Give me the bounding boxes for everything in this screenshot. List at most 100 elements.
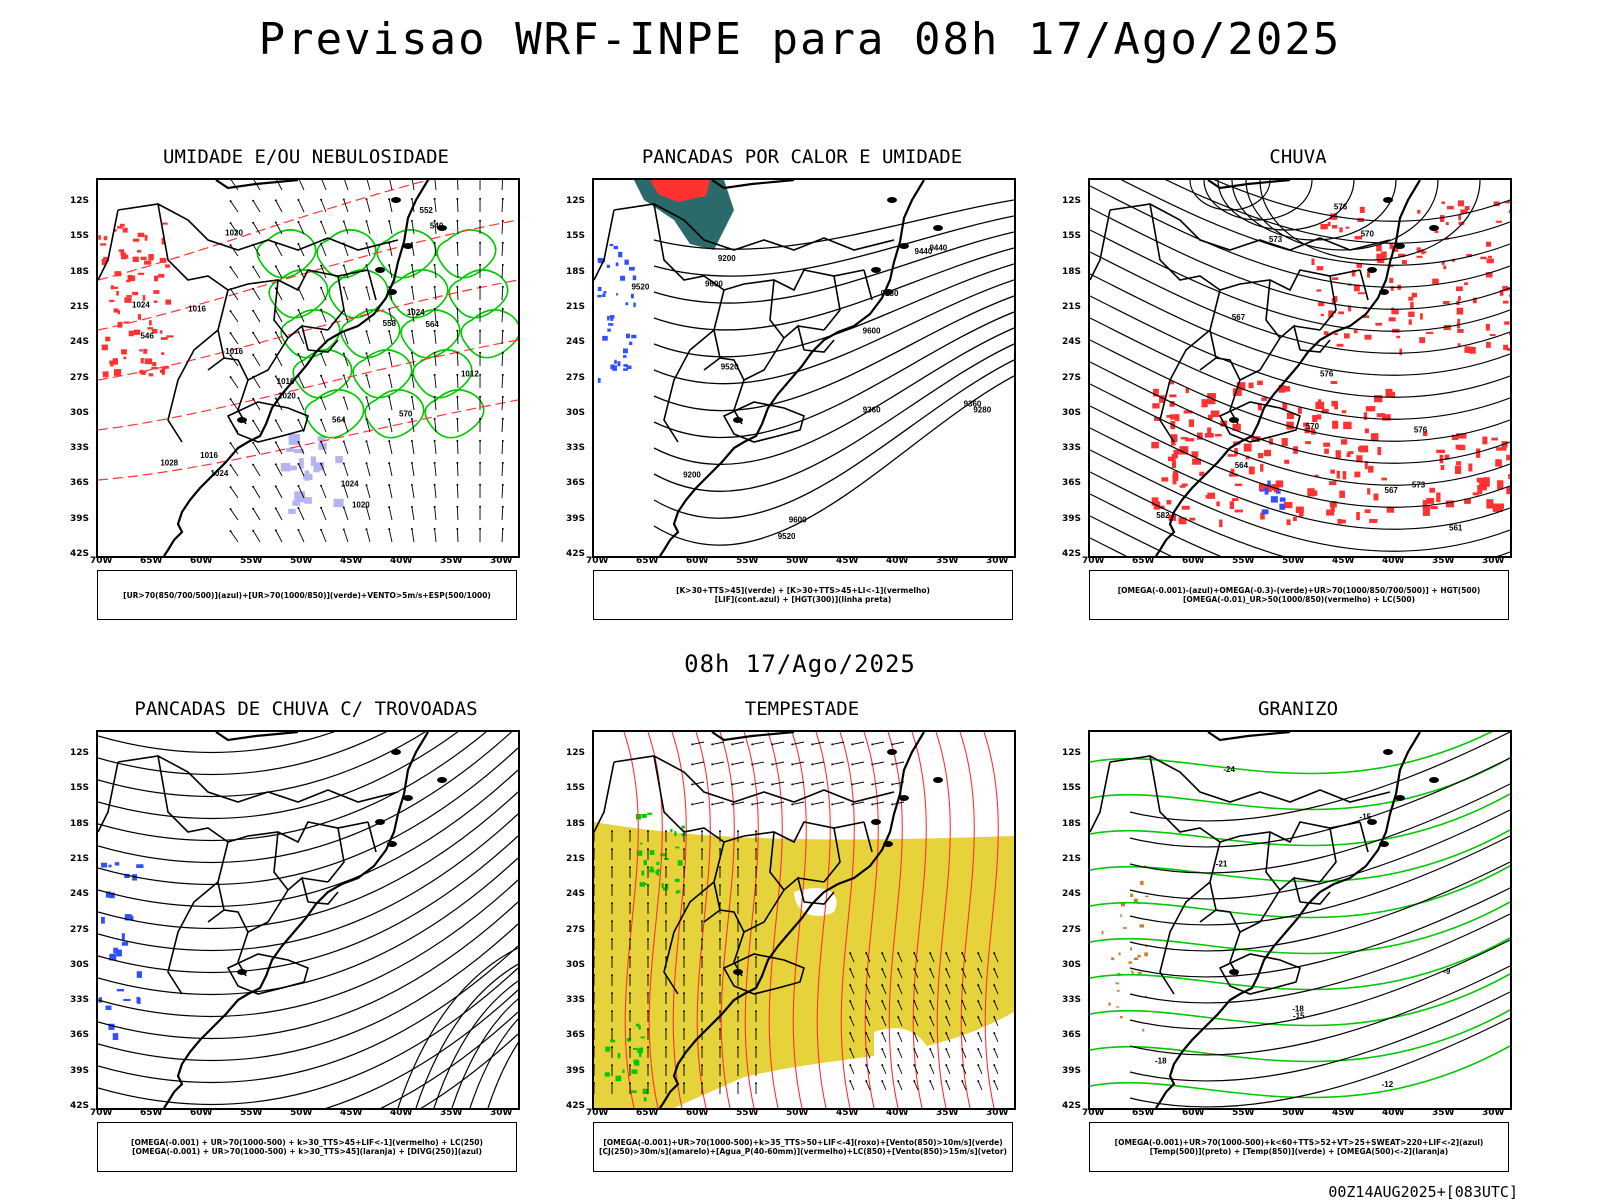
temp500-black-contour — [1130, 732, 1510, 821]
wind-vector-head — [683, 1064, 685, 1066]
wind-vector-head — [737, 902, 739, 904]
wind-vector-head — [365, 220, 367, 222]
rain-red-patch — [1341, 439, 1347, 444]
contour-label: 1016 — [188, 304, 206, 313]
rain-red-patch — [1189, 419, 1194, 427]
wind-vector-head — [865, 1064, 867, 1066]
rain-red-patch — [1389, 317, 1396, 321]
contour-label: 1020 — [352, 501, 370, 510]
rain-red-patch — [1429, 488, 1435, 493]
wind850-green-patch — [675, 847, 679, 849]
wind-vector-head — [230, 398, 232, 400]
longitude-tick-label: 60W — [1182, 556, 1204, 566]
wind-vector-head — [851, 783, 853, 785]
longitude-tick-label: 45W — [836, 1108, 858, 1118]
wind-vector — [231, 267, 238, 278]
humidity-red-patch — [133, 239, 139, 242]
divergence-blue-patch — [137, 971, 142, 978]
wind-vector-head — [502, 352, 504, 354]
wind-vector-head — [456, 220, 458, 222]
rain-red-patch — [1260, 464, 1263, 472]
lif-blue-contour — [618, 252, 622, 257]
rain-red-patch — [1393, 310, 1399, 314]
lake-shape — [1229, 969, 1239, 975]
omega-orange-patch — [1128, 961, 1132, 963]
wind-vector-head — [297, 221, 299, 223]
wind-vector — [412, 180, 414, 190]
longitude-tick-label: 35W — [1432, 1108, 1454, 1118]
wind-vector-head — [411, 352, 413, 354]
humidity-red-patch — [158, 274, 164, 278]
contour-label: 9440 — [929, 244, 947, 253]
longitude-tick-label: 50W — [290, 556, 312, 566]
wind-vector-head — [731, 743, 733, 745]
hgt500-contour — [1090, 296, 1510, 397]
wind-vector-head — [897, 1080, 899, 1082]
latitude-tick-label: 36S — [1062, 478, 1081, 488]
longitude-tick-label: 60W — [686, 556, 708, 566]
longitude-tick-label: 40W — [1382, 1108, 1404, 1118]
wind-vector — [812, 802, 824, 804]
wind-vector-head — [977, 968, 979, 970]
wind-vector-head — [388, 484, 390, 486]
latitude-tick-label: 30S — [70, 960, 89, 970]
rain-red-patch — [1358, 447, 1367, 452]
wind-vector — [502, 397, 503, 410]
wind-vector-head — [691, 743, 693, 745]
lake-shape — [887, 749, 897, 755]
wind-vector-head — [849, 968, 851, 970]
wind-vector-head — [993, 984, 995, 986]
wind-vector-head — [719, 1046, 721, 1048]
lake-shape — [887, 197, 897, 203]
longitude-tick-label: 50W — [1282, 556, 1304, 566]
wind-vector — [253, 355, 260, 366]
wind-vector-head — [297, 243, 299, 245]
temp500-black-contour — [1130, 1018, 1510, 1107]
longitude-tick-label: 40W — [390, 1108, 412, 1118]
rain-red-patch — [1421, 251, 1426, 253]
rain-red-patch — [1286, 519, 1290, 525]
wind-vector-head — [945, 1016, 947, 1018]
latitude-tick-label: 21S — [70, 854, 89, 864]
rain-red-patch — [1336, 450, 1341, 458]
rain-red-patch — [1358, 292, 1365, 294]
omega-orange-patch — [1117, 990, 1120, 992]
wind-vector-head — [479, 198, 481, 200]
wind-vector-head — [961, 1064, 963, 1066]
contour-label: 576 — [1414, 426, 1428, 435]
lif-blue-contour — [616, 293, 618, 295]
latitude-tick-label: 27S — [70, 925, 89, 935]
wind-vector — [792, 782, 804, 784]
wind-vector — [502, 529, 503, 542]
wind-vector-head — [411, 462, 413, 464]
wind-vector-head — [647, 1046, 649, 1048]
wind-vector — [344, 199, 348, 212]
rain-red-patch — [1331, 381, 1338, 384]
wind-vector-head — [320, 331, 322, 333]
humidity-red-patch — [133, 257, 139, 262]
contour-label: 1024 — [407, 308, 425, 317]
latitude-tick-label: 24S — [566, 889, 585, 899]
wind-vector-head — [891, 783, 893, 785]
rain-red-patch — [1348, 451, 1354, 454]
wind-vector-head — [701, 902, 703, 904]
wind-vector-head — [665, 848, 667, 850]
political-borders — [594, 204, 894, 442]
wind-vector-head — [647, 974, 649, 976]
wind-vector — [752, 782, 764, 784]
wind-vector-head — [719, 1028, 721, 1030]
panel-title: UMIDADE E/OU NEBULOSIDADE — [91, 146, 521, 168]
lake-shape — [733, 969, 743, 975]
hgt500-contour — [1090, 384, 1510, 485]
wind-vector — [850, 1065, 854, 1074]
latitude-tick-label: 24S — [1062, 889, 1081, 899]
wind-vector-head — [456, 198, 458, 200]
wind-vector-head — [365, 462, 367, 464]
wind-vector — [435, 397, 436, 410]
latitude-tick-label: 39S — [566, 514, 585, 524]
longitude-tick-label: 30W — [490, 1108, 512, 1118]
wind-vector-head — [456, 308, 458, 310]
humidity-blue-patch — [286, 448, 294, 452]
longitude-tick-label: 50W — [786, 1108, 808, 1118]
humidity-red-patch — [165, 264, 170, 267]
